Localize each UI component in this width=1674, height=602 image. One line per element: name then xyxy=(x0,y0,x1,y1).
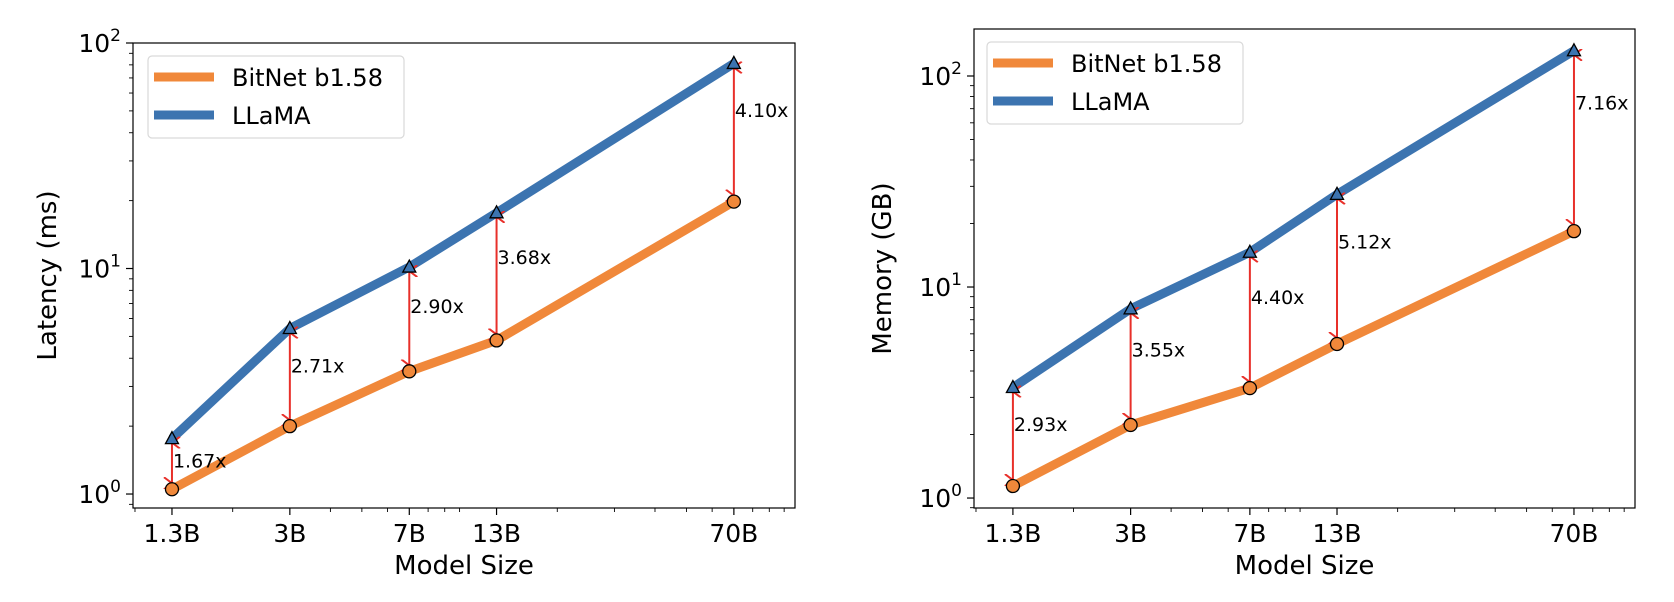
y-tick-label: 101 xyxy=(919,270,962,302)
ratio-label: 3.68x xyxy=(498,247,552,269)
y-tick-label: 100 xyxy=(78,477,121,509)
ratio-label: 2.71x xyxy=(291,356,345,378)
bitnet-point xyxy=(489,333,504,348)
y-tick-exponent: 0 xyxy=(951,481,962,501)
y-axis-label: Memory (GB) xyxy=(868,182,898,354)
llama-point xyxy=(1123,300,1139,315)
y-tick-exponent: 1 xyxy=(951,270,962,290)
ratio-label: 2.93x xyxy=(1014,414,1068,436)
y-tick-base: 10 xyxy=(78,255,110,284)
bitnet-point xyxy=(1005,478,1021,494)
bitnet-point xyxy=(1242,380,1258,396)
x-tick-label: 1.3B xyxy=(984,519,1041,548)
llama-point xyxy=(282,320,298,335)
y-tick-base: 10 xyxy=(919,62,951,91)
llama-point xyxy=(1329,185,1345,200)
y-tick-exponent: 2 xyxy=(110,26,121,46)
llama-point xyxy=(726,55,742,70)
x-tick-label: 13B xyxy=(472,519,521,548)
y-tick-label: 102 xyxy=(78,26,121,58)
llama-point xyxy=(488,204,505,219)
llama-point xyxy=(1566,42,1582,57)
legend-label-llama: LLaMA xyxy=(1071,88,1150,116)
y-axis-label: Latency (ms) xyxy=(33,190,63,360)
llama-point xyxy=(1005,379,1021,394)
y-tick-exponent: 2 xyxy=(951,59,962,79)
y-tick-label: 102 xyxy=(919,59,962,91)
x-axis-label: Model Size xyxy=(1235,551,1375,581)
y-tick-label: 100 xyxy=(919,481,962,513)
bitnet-point xyxy=(164,482,180,497)
bitnet-point xyxy=(1329,336,1345,352)
y-tick-base: 10 xyxy=(78,29,110,58)
ratio-label: 4.10x xyxy=(735,100,789,122)
ratio-label: 5.12x xyxy=(1338,232,1392,254)
bitnet-point xyxy=(726,194,742,209)
bitnet-point xyxy=(402,364,417,379)
legend-label-bitnet: BitNet b1.58 xyxy=(1071,50,1222,78)
y-tick-base: 10 xyxy=(78,480,110,509)
x-tick-label: 3B xyxy=(1114,519,1147,548)
ratio-label: 3.55x xyxy=(1132,340,1186,362)
ratio-label: 4.40x xyxy=(1251,287,1305,309)
legend-label-llama: LLaMA xyxy=(232,102,311,130)
ratio-label: 7.16x xyxy=(1575,92,1629,114)
llama-point xyxy=(1242,243,1258,258)
bitnet-point xyxy=(1566,223,1582,239)
ratio-label: 1.67x xyxy=(173,451,227,473)
x-tick-label: 1.3B xyxy=(144,519,201,548)
x-tick-label: 7B xyxy=(393,519,426,548)
y-tick-base: 10 xyxy=(919,484,951,513)
bitnet-point xyxy=(282,418,298,434)
x-tick-label: 70B xyxy=(709,519,758,548)
legend-label-bitnet: BitNet b1.58 xyxy=(232,64,383,92)
bitnet-point xyxy=(1123,417,1138,433)
y-tick-label: 101 xyxy=(78,252,121,284)
x-tick-label: 7B xyxy=(1233,519,1266,548)
x-tick-label: 3B xyxy=(273,519,306,548)
x-tick-label: 70B xyxy=(1549,519,1598,548)
llama-point xyxy=(164,430,180,445)
ratio-label: 2.90x xyxy=(410,296,464,318)
x-tick-label: 13B xyxy=(1313,519,1362,548)
x-axis-label: Model Size xyxy=(394,551,534,581)
y-tick-base: 10 xyxy=(919,273,951,302)
y-tick-exponent: 0 xyxy=(110,477,121,497)
y-tick-exponent: 1 xyxy=(110,252,121,272)
llama-point xyxy=(401,258,417,273)
